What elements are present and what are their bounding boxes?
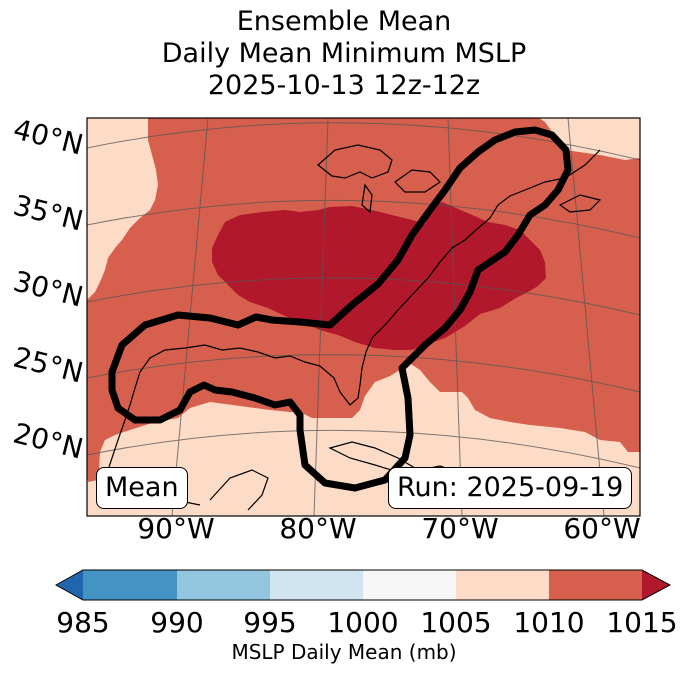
colorbar-tick-985: 985 <box>56 606 109 639</box>
colorbar-label: MSLP Daily Mean (mb) <box>0 640 688 664</box>
lon-label-70w: 70°W <box>421 512 498 545</box>
colorbar-tick-1010: 1010 <box>513 606 584 639</box>
colorbar-band-1010-1015 <box>549 570 642 600</box>
run-date-label: Run: 2025-09-19 <box>388 467 632 509</box>
colorbar-under-arrow <box>56 570 83 600</box>
map-canvas <box>0 0 688 674</box>
colorbar-tick-1015: 1015 <box>606 606 677 639</box>
lon-label-60w: 60°W <box>563 512 640 545</box>
colorbar-over-arrow <box>642 570 670 600</box>
colorbar-tick-995: 995 <box>243 606 296 639</box>
colorbar-tick-1005: 1005 <box>420 606 491 639</box>
colorbar-band-1005-1010 <box>456 570 549 600</box>
colorbar-tick-990: 990 <box>150 606 203 639</box>
lon-label-80w: 80°W <box>279 512 356 545</box>
lon-label-90w: 90°W <box>137 512 214 545</box>
colorbar-band-990-995 <box>177 570 270 600</box>
colorbar-band-1000-1005 <box>363 570 456 600</box>
colorbar <box>56 570 670 600</box>
colorbar-band-985-990 <box>83 570 177 600</box>
colorbar-tick-1000: 1000 <box>327 606 398 639</box>
colorbar-band-995-1000 <box>270 570 363 600</box>
mean-label: Mean <box>96 467 188 509</box>
